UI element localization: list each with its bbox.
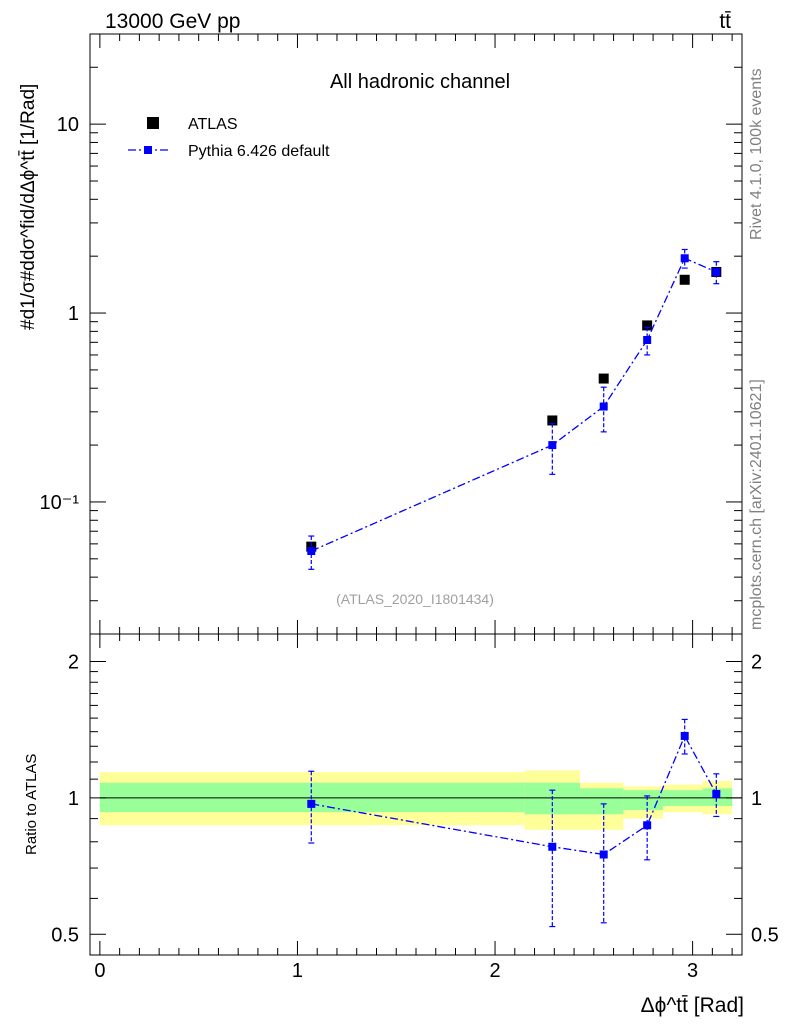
main-y-axis-label: #d1/σ#ddσ^fid/dΔϕ^tt̄ [1/Rad] bbox=[18, 84, 39, 330]
x-tick-label: 2 bbox=[489, 960, 500, 982]
main-title: All hadronic channel bbox=[330, 71, 510, 93]
ratio-y-tick-label: 2 bbox=[68, 651, 79, 673]
legend-pythia-marker bbox=[144, 146, 152, 154]
x-tick-label: 0 bbox=[94, 960, 105, 982]
atlas-point bbox=[679, 274, 690, 285]
ratio-pythia-point bbox=[307, 799, 316, 808]
pythia-point bbox=[712, 267, 721, 276]
y-tick-label: 1 bbox=[68, 303, 79, 325]
header-energy: 13000 GeV pp bbox=[105, 10, 240, 33]
atlas-point bbox=[547, 415, 558, 426]
ratio-y-tick-label: 1 bbox=[751, 788, 762, 810]
ratio-pythia-point bbox=[599, 850, 608, 859]
ratio-y-axis-label: Ratio to ATLAS bbox=[23, 754, 40, 855]
ratio-band-green bbox=[623, 790, 663, 811]
atlas-point bbox=[598, 373, 609, 384]
pythia-point bbox=[307, 547, 316, 556]
ratio-pythia-point bbox=[643, 821, 652, 830]
ratio-band-green bbox=[579, 788, 624, 815]
ratio-pythia-point bbox=[712, 789, 721, 798]
legend-atlas-label: ATLAS bbox=[188, 116, 238, 133]
atlas-point bbox=[306, 541, 317, 552]
pythia-point bbox=[548, 441, 557, 450]
pythia-line bbox=[311, 257, 717, 552]
x-tick-label: 3 bbox=[687, 960, 698, 982]
ratio-y-tick-label: 2 bbox=[751, 651, 762, 673]
ratio-y-tick-label: 0.5 bbox=[51, 924, 79, 946]
chart-marks: 0 1 2 3 10⁻¹ 1 10 0.5 0.5 1 1 2 2 bbox=[40, 33, 779, 982]
ratio-pythia-line bbox=[311, 734, 717, 856]
ratio-pythia-point bbox=[680, 731, 689, 740]
x-axis-label: Δϕ^tt̄ [Rad] bbox=[641, 994, 744, 1017]
pythia-point bbox=[643, 335, 652, 344]
ratio-pythia-point bbox=[548, 842, 557, 851]
pythia-point bbox=[599, 402, 608, 411]
y-tick-label: 10⁻¹ bbox=[40, 492, 80, 514]
y-tick-label: 10 bbox=[57, 114, 79, 136]
header-process: tt̄ bbox=[719, 10, 731, 33]
legend-pythia-label: Pythia 6.426 default bbox=[188, 143, 330, 160]
ratio-y-tick-label: 1 bbox=[68, 788, 79, 810]
mcplots-label: mcplots.cern.ch [arXiv:2401.10621] bbox=[748, 379, 765, 630]
ratio-y-tick-label: 0.5 bbox=[751, 924, 779, 946]
pythia-point bbox=[680, 254, 689, 263]
atlas-point bbox=[642, 320, 653, 331]
analysis-watermark: (ATLAS_2020_I1801434) bbox=[336, 591, 494, 607]
legend-atlas-marker bbox=[147, 117, 159, 129]
x-tick-label: 1 bbox=[292, 960, 303, 982]
rivet-label: Rivet 4.1.0, 100k events bbox=[748, 68, 765, 240]
